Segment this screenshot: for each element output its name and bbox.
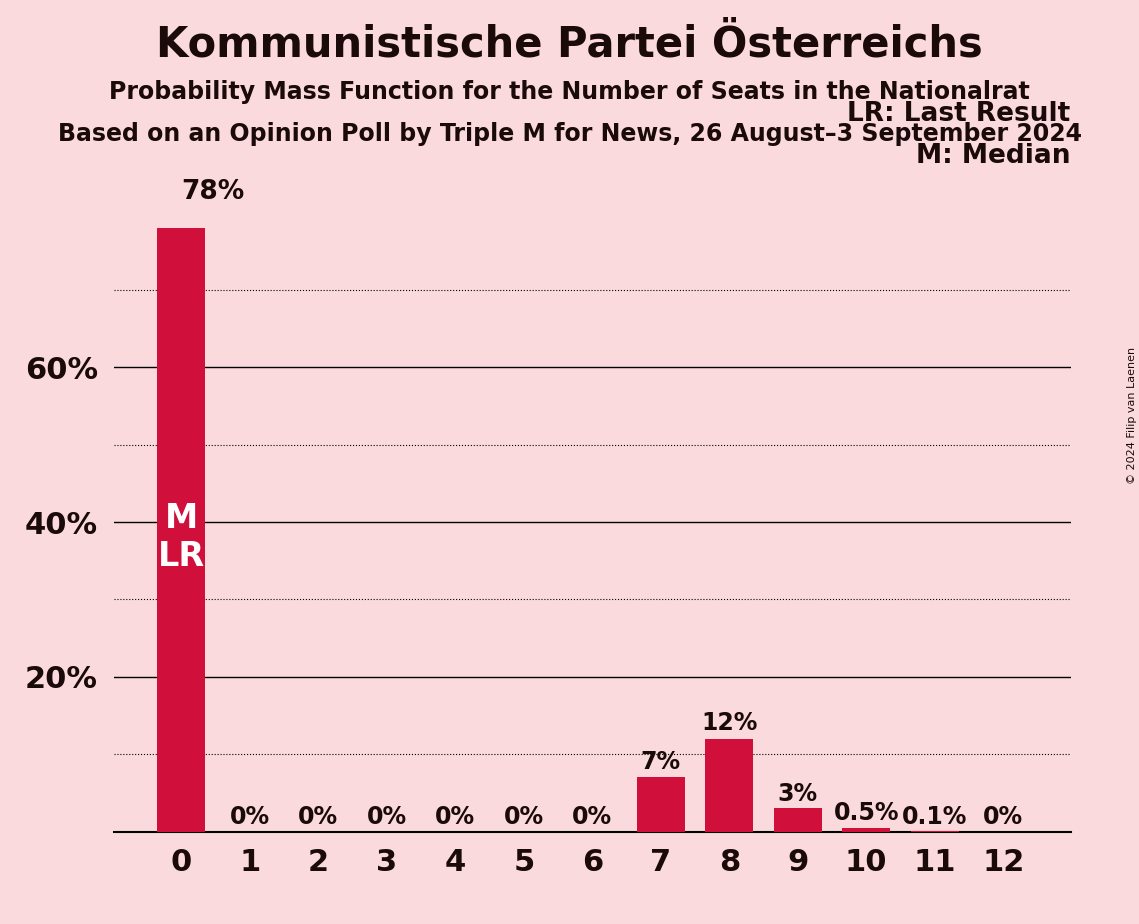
Text: 0%: 0% bbox=[572, 806, 613, 829]
Text: 0%: 0% bbox=[367, 806, 407, 829]
Text: 7%: 7% bbox=[641, 749, 681, 773]
Text: © 2024 Filip van Laenen: © 2024 Filip van Laenen bbox=[1126, 347, 1137, 484]
Text: 0%: 0% bbox=[435, 806, 475, 829]
Text: LR: Last Result
M: Median: LR: Last Result M: Median bbox=[847, 101, 1071, 169]
Text: 0%: 0% bbox=[503, 806, 543, 829]
Bar bbox=[637, 777, 685, 832]
Bar bbox=[705, 739, 753, 832]
Text: 0%: 0% bbox=[298, 806, 338, 829]
Text: Kommunistische Partei Österreichs: Kommunistische Partei Österreichs bbox=[156, 23, 983, 65]
Text: 78%: 78% bbox=[181, 178, 245, 205]
Text: 12%: 12% bbox=[702, 711, 757, 735]
Text: 0%: 0% bbox=[230, 806, 270, 829]
Bar bbox=[842, 828, 891, 832]
Text: 0.5%: 0.5% bbox=[834, 801, 899, 825]
Text: 3%: 3% bbox=[778, 782, 818, 806]
Text: Based on an Opinion Poll by Triple M for News, 26 August–3 September 2024: Based on an Opinion Poll by Triple M for… bbox=[57, 122, 1082, 146]
Text: Probability Mass Function for the Number of Seats in the Nationalrat: Probability Mass Function for the Number… bbox=[109, 80, 1030, 104]
Bar bbox=[773, 808, 821, 832]
Text: 0%: 0% bbox=[983, 806, 1023, 829]
Text: M
LR: M LR bbox=[158, 502, 205, 573]
Bar bbox=[157, 228, 205, 832]
Text: 0.1%: 0.1% bbox=[902, 805, 967, 829]
